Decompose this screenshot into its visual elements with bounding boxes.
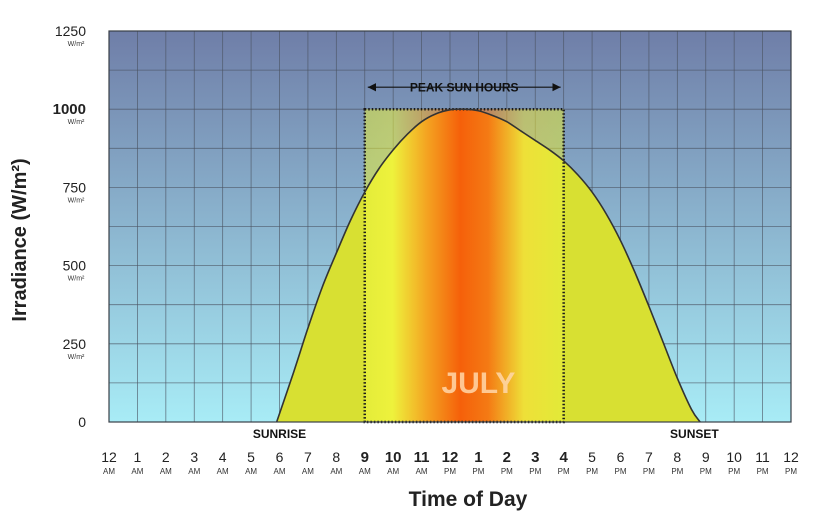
x-tick-period: PM [444,467,456,476]
x-axis-title: Time of Day [409,488,528,511]
x-tick-period: AM [359,467,371,476]
x-tick-period: PM [472,467,484,476]
annotations: PEAK SUN HOURS SUNRISE SUNSET JULY [253,81,720,441]
x-tick-period: PM [501,467,513,476]
x-tick-hour: 5 [588,449,596,465]
x-tick-period: PM [643,467,655,476]
x-tick-hour: 8 [332,449,340,465]
y-tick-label: 250 [63,336,87,352]
x-tick-period: AM [387,467,399,476]
y-tick-label: 1000 [53,101,86,118]
x-tick-hour: 10 [726,449,742,465]
x-tick-hour: 3 [531,449,539,466]
y-tick-label: 1250 [55,23,86,39]
x-tick-period: PM [671,467,683,476]
peak-under-curve-fill [364,109,564,422]
x-tick-hour: 5 [247,449,255,465]
x-tick-period: AM [330,467,342,476]
x-tick-period: AM [131,467,143,476]
x-tick-period: PM [785,467,797,476]
y-tick-unit: W/m² [68,197,85,204]
peak-sun-hours-region [363,107,565,424]
x-tick-period: PM [615,467,627,476]
x-tick-hour: 9 [702,449,710,465]
x-tick-period: AM [188,467,200,476]
y-tick-unit: W/m² [68,276,85,283]
month-watermark: JULY [441,367,515,400]
y-tick-label: 500 [63,258,87,274]
x-tick-hour: 4 [559,449,568,466]
y-tick-unit: W/m² [68,119,85,126]
x-tick-hour: 1 [474,449,482,466]
x-tick-hour: 2 [503,449,511,466]
sunrise-label: SUNRISE [253,427,306,441]
x-tick-hour: 9 [361,449,369,466]
x-tick-hour: 10 [385,449,402,466]
x-tick-hour: 3 [190,449,198,465]
y-tick-unit: W/m² [68,41,85,48]
x-tick-period: AM [416,467,428,476]
x-tick-period: PM [728,467,740,476]
x-tick-period: PM [700,467,712,476]
x-tick-period: AM [103,467,115,476]
x-tick-hour: 12 [783,449,799,465]
y-tick-unit: W/m² [68,354,85,361]
x-tick-period: PM [529,467,541,476]
x-tick-hour: 2 [162,449,170,465]
y-tick-label: 0 [78,414,86,430]
x-tick-hour: 6 [617,449,625,465]
x-tick-hour: 11 [755,449,770,465]
sunset-label: SUNSET [670,427,719,441]
plot-border [108,30,792,423]
x-tick-period: AM [274,467,286,476]
x-tick-period: AM [160,467,172,476]
x-tick-hour: 12 [101,449,117,465]
x-tick-hour: 1 [134,449,142,465]
x-tick-period: AM [245,467,257,476]
axes: 0250W/m²500W/m²750W/m²1000W/m²1250W/m²12… [9,23,799,511]
y-tick-label: 750 [63,179,87,195]
y-axis-title: Irradiance (W/m²) [9,158,31,321]
x-tick-period: PM [586,467,598,476]
x-tick-hour: 8 [673,449,681,465]
x-tick-hour: 7 [304,449,312,465]
x-tick-hour: 4 [219,449,227,465]
x-tick-period: PM [757,467,769,476]
x-tick-hour: 7 [645,449,653,465]
x-tick-period: AM [217,467,229,476]
x-tick-period: PM [558,467,570,476]
peak-sun-hours-label: PEAK SUN HOURS [410,81,519,95]
x-tick-period: AM [302,467,314,476]
x-tick-hour: 6 [276,449,284,465]
irradiance-curve [275,108,701,423]
x-tick-hour: 11 [414,449,430,466]
x-tick-hour: 12 [442,449,459,466]
